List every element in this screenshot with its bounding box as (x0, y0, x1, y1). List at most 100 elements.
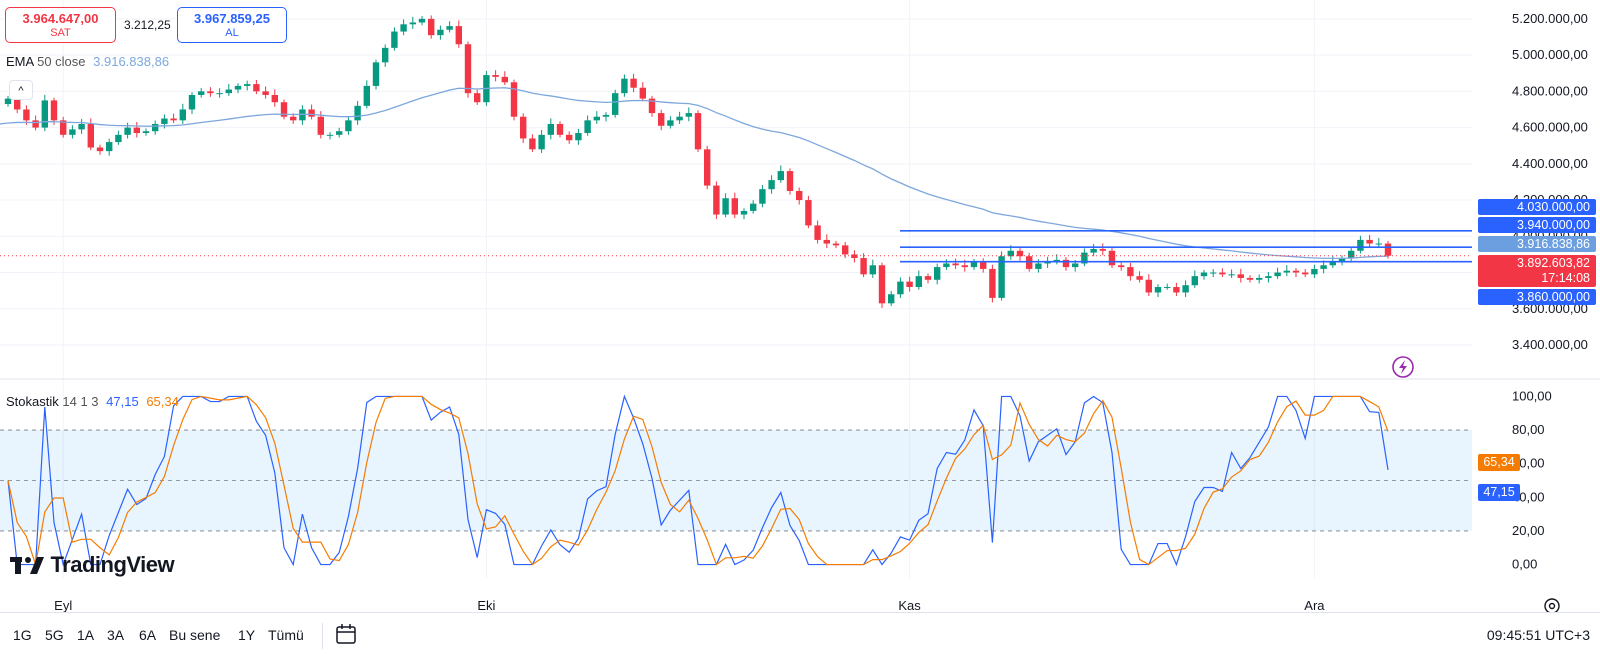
ema-legend[interactable]: EMA 50 close 3.916.838,86 (6, 54, 169, 69)
candle-body (1246, 277, 1254, 280)
stochastic-d-line (7, 395, 1389, 566)
candle-body (225, 89, 232, 94)
oscillator-tick-label: 80,00 (1512, 422, 1545, 437)
range-6m[interactable]: 6A (139, 627, 157, 643)
candle-body (271, 94, 278, 103)
candle-body (326, 134, 334, 136)
candle-body (188, 94, 196, 110)
candle-body (41, 100, 48, 128)
range-5d[interactable]: 5G (45, 627, 64, 643)
candle-body (1329, 261, 1336, 266)
candle-body (1182, 285, 1189, 293)
candle-body (621, 78, 628, 94)
candle-body (704, 149, 711, 186)
candle-body (1118, 265, 1125, 268)
oscillator-tick-label: 40,00 (1512, 489, 1545, 504)
range-1d[interactable]: 1G (13, 627, 32, 643)
clock[interactable]: 09:45:51 UTC+3 (1486, 627, 1590, 643)
candle-body (1007, 250, 1014, 257)
range-1y[interactable]: 1Y (238, 627, 256, 643)
candle-body (1256, 277, 1263, 280)
candle-body (244, 84, 251, 86)
candle-body (14, 98, 21, 110)
tradingview-logo[interactable]: TradingView (10, 552, 175, 578)
date-range-calendar-icon[interactable] (335, 623, 357, 650)
price-tag-last[interactable]: 3.892.603,82 17:14:08 (1478, 255, 1596, 287)
candle-body (216, 93, 223, 95)
candle-body (538, 134, 545, 150)
price-tick-label: 4.400.000,00 (1512, 156, 1588, 171)
oscillator-tick-label: 60,00 (1512, 456, 1545, 471)
range-ytd[interactable]: Bu sene (169, 627, 221, 643)
ema-line (0, 87, 1389, 260)
spread-value: 3.212,25 (124, 18, 171, 32)
range-3m[interactable]: 3A (107, 627, 125, 643)
candle-body (888, 294, 895, 304)
candle-body (1366, 239, 1373, 244)
candle-body (50, 100, 58, 121)
horizontal-lines-layer[interactable] (0, 230, 1472, 263)
candle-body (1044, 261, 1051, 264)
candle-body (1302, 272, 1309, 275)
ema-legend-params: 50 close (37, 54, 86, 69)
candle-body (740, 210, 748, 215)
candle-body (1228, 274, 1235, 276)
stochastic-k-tag[interactable]: 47,15 (1478, 484, 1520, 501)
tradingview-logo-text: TradingView (50, 552, 175, 577)
candle-body (648, 98, 656, 114)
candle-body (786, 171, 794, 191)
candle-body (529, 138, 536, 150)
range-1m[interactable]: 1A (77, 627, 95, 643)
candle-body (262, 91, 269, 95)
sell-button[interactable]: 3.964.647,00 SAT (5, 7, 116, 43)
candle-body (694, 113, 702, 150)
candle-body (437, 29, 444, 36)
time-axis[interactable]: EylEkiKasAra2026 (54, 598, 1600, 612)
candle-body (805, 200, 812, 226)
candle-body (336, 131, 343, 135)
candle-body (685, 113, 692, 117)
candle-body (1035, 263, 1042, 269)
buy-button[interactable]: 3.967.859,25 AL (177, 7, 287, 43)
candle-body (915, 276, 922, 288)
chart-canvas[interactable]: 3.400.000,003.600.000,003.800.000,004.00… (0, 0, 1600, 612)
candle-body (658, 113, 665, 126)
settings-gear-icon[interactable] (1544, 598, 1560, 612)
stochastic-k-line (7, 394, 1389, 567)
candle-body (1200, 272, 1208, 277)
candle-body (1136, 276, 1143, 280)
candle-body (667, 120, 674, 126)
price-tag-line-bottom[interactable]: 3.860.000,00 (1478, 289, 1596, 305)
candle-body (980, 261, 987, 269)
candle-body (943, 263, 950, 268)
time-tick-label: Eki (477, 598, 495, 612)
candle-body (345, 120, 352, 132)
candle-body (556, 123, 564, 135)
bar-countdown: 17:14:08 (1541, 271, 1590, 285)
candle-body (768, 180, 775, 190)
candle-body (1274, 272, 1281, 277)
price-tag-line-mid[interactable]: 3.940.000,00 (1478, 217, 1596, 233)
price-tick-label: 4.600.000,00 (1512, 120, 1588, 135)
candle-body (1191, 276, 1198, 286)
time-tick-label: Eyl (54, 598, 72, 612)
stochastic-legend[interactable]: Stokastik 14 1 3 47,15 65,34 (6, 394, 179, 409)
candle-body (1072, 263, 1079, 268)
lightning-icon[interactable] (1392, 356, 1414, 378)
price-tag-line-top[interactable]: 4.030.000,00 (1478, 199, 1596, 215)
candle-body (1357, 239, 1364, 251)
oscillator-axis[interactable]: 0,00 20,00 40,00 60,00 80,00 100,00 (1512, 388, 1552, 571)
candle-body (1164, 287, 1171, 289)
buy-label: AL (225, 27, 239, 39)
stochastic-d-tag[interactable]: 65,34 (1478, 454, 1520, 471)
candle-body (280, 102, 288, 117)
candle-body (998, 256, 1005, 298)
candle-body (1145, 279, 1152, 293)
candle-body (547, 123, 554, 135)
collapse-legend-button[interactable]: ^ (9, 80, 33, 100)
range-all[interactable]: Tümü (268, 627, 304, 643)
stochastic-legend-name: Stokastik (6, 394, 59, 409)
price-tag-ema[interactable]: 3.916.838,86 (1478, 236, 1596, 252)
candle-body (713, 185, 720, 215)
candle-body (1173, 287, 1180, 293)
